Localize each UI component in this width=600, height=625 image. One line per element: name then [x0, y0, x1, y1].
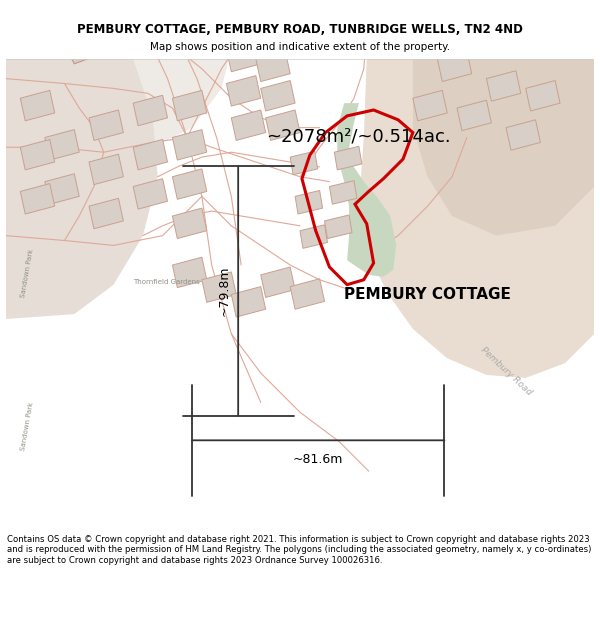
Polygon shape [89, 154, 124, 184]
Polygon shape [109, 15, 148, 44]
Polygon shape [347, 5, 388, 59]
Polygon shape [266, 110, 300, 141]
Polygon shape [5, 5, 158, 319]
Polygon shape [457, 100, 491, 131]
Text: PEMBURY COTTAGE: PEMBURY COTTAGE [344, 288, 511, 302]
Polygon shape [202, 272, 236, 302]
Polygon shape [337, 103, 396, 277]
Polygon shape [256, 51, 290, 81]
Text: Thornfield Gardens: Thornfield Gardens [133, 279, 200, 285]
Polygon shape [226, 41, 261, 72]
Polygon shape [172, 169, 207, 199]
Text: Sandown Park: Sandown Park [20, 248, 34, 298]
Polygon shape [487, 71, 521, 101]
Polygon shape [290, 279, 325, 309]
Polygon shape [45, 174, 79, 204]
Polygon shape [172, 258, 207, 288]
Polygon shape [300, 225, 328, 248]
Polygon shape [133, 139, 167, 170]
Polygon shape [143, 24, 182, 54]
Polygon shape [413, 91, 447, 121]
Polygon shape [178, 20, 217, 49]
Polygon shape [413, 5, 595, 236]
Polygon shape [226, 76, 261, 106]
Polygon shape [172, 91, 207, 121]
Text: PEMBURY COTTAGE, PEMBURY ROAD, TUNBRIDGE WELLS, TN2 4ND: PEMBURY COTTAGE, PEMBURY ROAD, TUNBRIDGE… [77, 23, 523, 36]
Polygon shape [20, 139, 55, 170]
Text: Sandown Park: Sandown Park [20, 401, 34, 451]
Polygon shape [506, 120, 541, 150]
Polygon shape [329, 181, 357, 204]
Polygon shape [172, 208, 207, 239]
Polygon shape [133, 179, 167, 209]
Polygon shape [232, 287, 266, 317]
Polygon shape [20, 91, 55, 121]
Polygon shape [325, 215, 352, 239]
Polygon shape [64, 29, 113, 64]
Text: Contains OS data © Crown copyright and database right 2021. This information is : Contains OS data © Crown copyright and d… [7, 535, 592, 565]
Polygon shape [89, 198, 124, 229]
Polygon shape [359, 5, 595, 378]
Polygon shape [334, 146, 362, 170]
Text: ~79.8m: ~79.8m [218, 266, 231, 316]
Polygon shape [261, 267, 295, 298]
Text: Skinners Kent Academy: Skinners Kent Academy [89, 33, 179, 42]
Polygon shape [133, 95, 167, 126]
Polygon shape [526, 81, 560, 111]
Text: Map shows position and indicative extent of the property.: Map shows position and indicative extent… [150, 42, 450, 52]
Polygon shape [295, 191, 323, 214]
Polygon shape [290, 151, 317, 175]
FancyBboxPatch shape [5, 5, 595, 59]
Polygon shape [45, 129, 79, 160]
Polygon shape [5, 5, 232, 152]
Polygon shape [89, 110, 124, 141]
Polygon shape [437, 51, 472, 81]
Text: Pembury Road: Pembury Road [479, 346, 533, 398]
Text: ~2078m²/~0.514ac.: ~2078m²/~0.514ac. [266, 127, 451, 145]
Polygon shape [20, 184, 55, 214]
Polygon shape [172, 129, 207, 160]
Text: ~81.6m: ~81.6m [293, 454, 343, 466]
Polygon shape [232, 110, 266, 141]
Polygon shape [261, 81, 295, 111]
